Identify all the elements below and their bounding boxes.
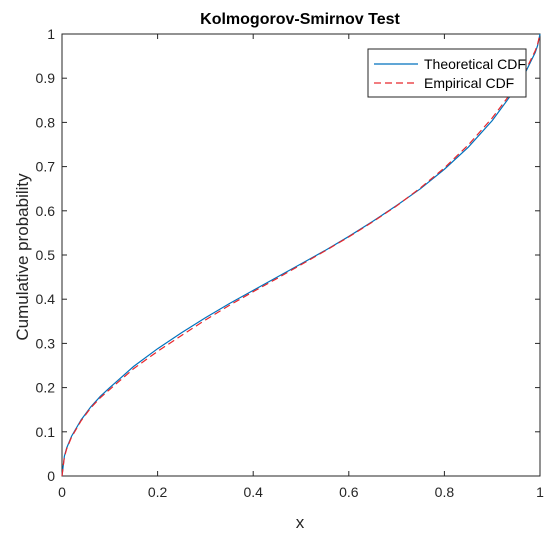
- y-tick-label: 0.5: [36, 247, 56, 263]
- x-tick-label: 1: [536, 484, 544, 500]
- y-tick-label: 0.9: [36, 70, 56, 86]
- y-tick-label: 0.1: [36, 424, 56, 440]
- x-axis-ticks: 0 0.2 0.4 0.6 0.8 1: [58, 34, 544, 500]
- y-tick-label: 0.7: [36, 159, 56, 175]
- x-tick-label: 0.8: [435, 484, 455, 500]
- y-tick-label: 0.3: [36, 335, 56, 351]
- y-tick-label: 0: [47, 468, 55, 484]
- y-tick-label: 0.4: [36, 291, 56, 307]
- legend-box: [367, 48, 527, 98]
- y-axis-ticks: 0 0.1 0.2 0.3 0.4 0.5 0.6 0.7 0.8 0.9 1: [36, 26, 540, 484]
- empirical-cdf-line: [61, 33, 541, 477]
- plot-frame: [61, 33, 541, 477]
- y-tick-label: 0.8: [36, 114, 56, 130]
- legend-label: Empirical CDF: [424, 75, 514, 91]
- x-tick-label: 0.4: [243, 484, 263, 500]
- legend-label: Theoretical CDF: [424, 56, 526, 72]
- x-tick-label: 0: [58, 484, 66, 500]
- x-axis-title: x: [296, 513, 305, 532]
- chart-title: Kolmogorov-Smirnov Test: [200, 11, 400, 28]
- y-tick-label: 0.2: [36, 380, 56, 396]
- y-axis-title: Cumulative probability: [13, 173, 32, 341]
- legend: Theoretical CDF Empirical CDF: [367, 48, 527, 98]
- y-tick-label: 0.6: [36, 203, 56, 219]
- y-tick-label: 1: [47, 26, 55, 42]
- x-tick-label: 0.6: [339, 484, 359, 500]
- x-tick-label: 0.2: [148, 484, 168, 500]
